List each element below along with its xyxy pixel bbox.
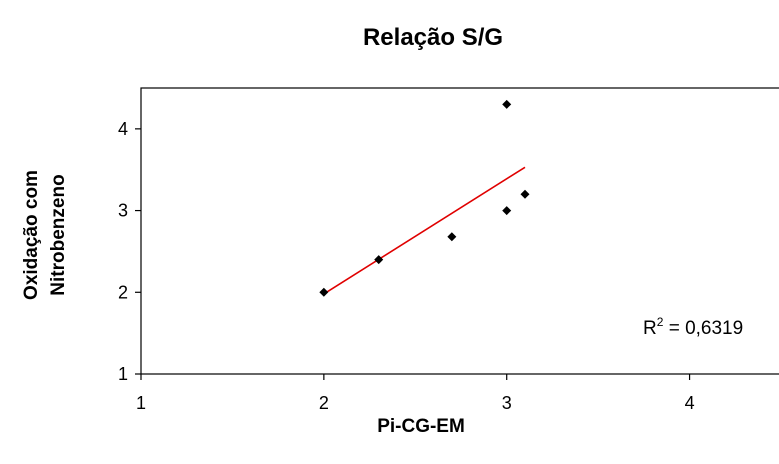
y-tick-label: 1 <box>118 364 128 384</box>
y-tick-label: 2 <box>118 282 128 302</box>
chart-title: Relação S/G <box>363 24 503 51</box>
x-tick-label: 3 <box>502 393 512 413</box>
data-points <box>319 99 530 297</box>
r-squared-annotation: R2 = 0,6319 <box>643 315 743 339</box>
trendline-layer <box>323 166 526 295</box>
x-axis-title: Pi-CG-EM <box>377 416 465 437</box>
r-squared-value: = 0,6319 <box>663 318 743 339</box>
y-axis-ticks: 1 2 3 4 <box>118 119 141 384</box>
data-point <box>502 206 512 216</box>
y-axis-title-line-1: Oxidação com <box>21 170 42 300</box>
plot-area <box>140 87 779 375</box>
data-point <box>447 232 457 242</box>
y-axis-title: Oxidação com Nitrobenzeno <box>21 170 69 300</box>
r-squared-prefix: R <box>643 318 657 339</box>
y-tick-label: 4 <box>118 119 128 139</box>
y-tick-label: 3 <box>118 201 128 221</box>
data-point <box>319 287 329 297</box>
data-point <box>374 255 384 265</box>
x-axis-ticks: 1 2 3 4 <box>136 374 695 413</box>
y-axis-title-line-2: Nitrobenzeno <box>48 174 69 295</box>
trendline <box>323 166 526 295</box>
r-squared-superscript: 2 <box>657 315 664 329</box>
data-point <box>502 99 512 109</box>
data-point <box>520 189 530 199</box>
x-tick-label: 1 <box>136 393 146 413</box>
x-tick-label: 4 <box>685 393 695 413</box>
x-tick-label: 2 <box>319 393 329 413</box>
